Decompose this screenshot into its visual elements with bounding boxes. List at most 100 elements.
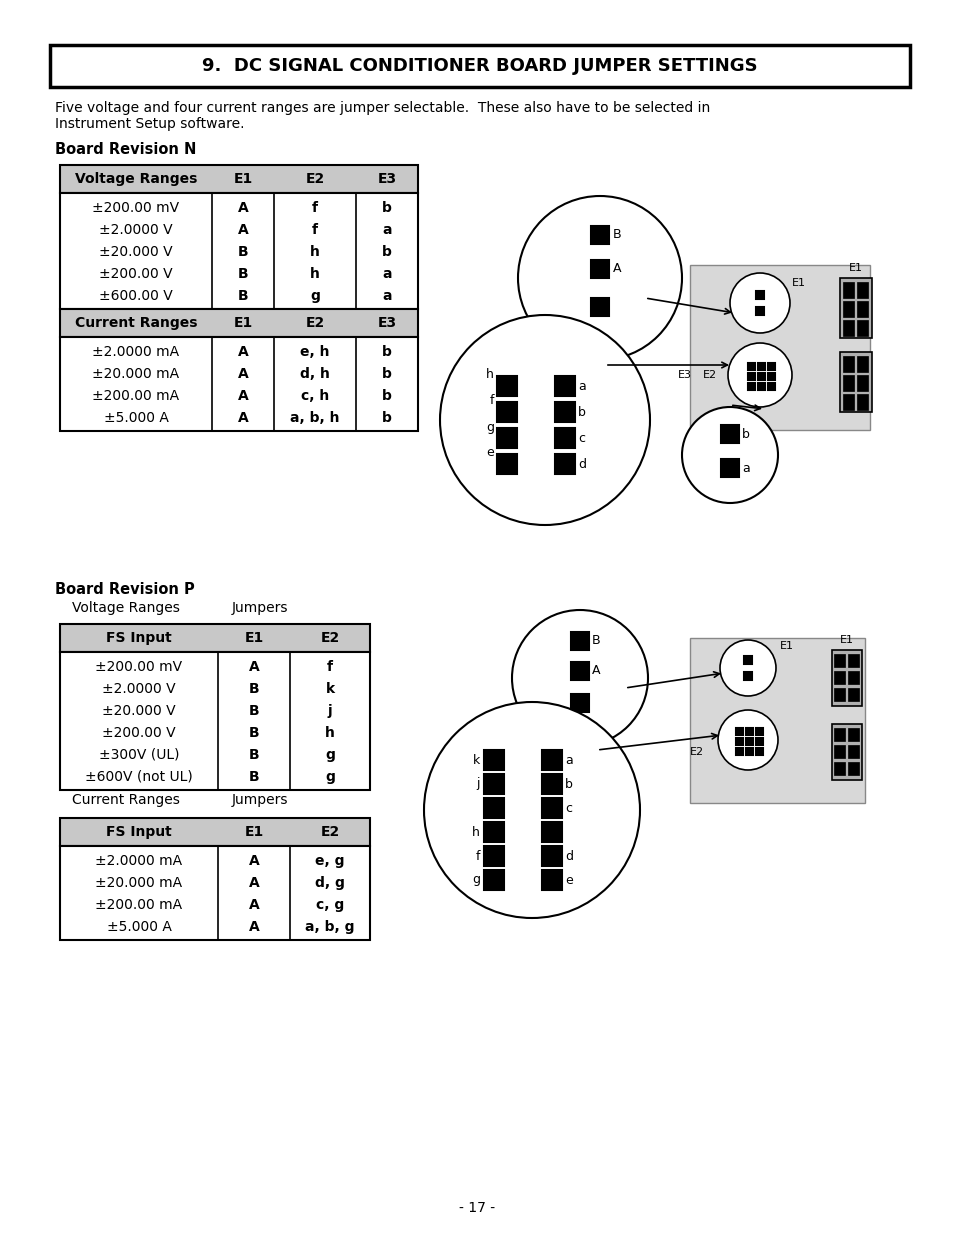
Bar [60, 193, 417, 309]
Text: A: A [237, 224, 248, 237]
Bar [497, 429, 517, 448]
Bar [847, 727, 858, 741]
Text: d: d [578, 457, 585, 471]
Bar [856, 394, 867, 410]
Bar [847, 671, 858, 684]
Bar [541, 823, 561, 842]
Text: Voltage Ranges: Voltage Ranges [74, 172, 197, 186]
Text: g: g [325, 748, 335, 762]
Text: A: A [249, 876, 259, 890]
Text: A: A [237, 201, 248, 215]
Text: b: b [381, 245, 392, 259]
Bar [483, 798, 503, 818]
Bar [833, 745, 844, 758]
Bar [755, 308, 763, 315]
Text: E3: E3 [678, 370, 691, 380]
Bar [571, 694, 588, 713]
Text: g: g [310, 289, 319, 303]
Text: a: a [741, 462, 749, 474]
Circle shape [512, 610, 647, 746]
Bar [60, 846, 370, 940]
Bar [755, 739, 762, 745]
Text: Voltage Ranges: Voltage Ranges [71, 601, 180, 615]
Text: ±20.000 V: ±20.000 V [102, 704, 175, 718]
Bar [856, 375, 867, 391]
Text: E1: E1 [244, 825, 263, 839]
Bar [847, 762, 858, 776]
Bar [60, 165, 417, 193]
Bar [833, 671, 844, 684]
Bar [497, 454, 517, 474]
Circle shape [517, 196, 681, 359]
Text: e, h: e, h [300, 345, 330, 359]
Bar [745, 739, 752, 745]
Text: B: B [249, 726, 259, 740]
Text: A: A [249, 659, 259, 674]
Text: e, g: e, g [314, 853, 344, 868]
Bar [555, 429, 575, 448]
Text: FS Input: FS Input [106, 825, 172, 839]
Text: a, b, h: a, b, h [290, 411, 339, 425]
Bar [497, 403, 517, 422]
Text: a, b, g: a, b, g [305, 920, 355, 934]
Text: d, g: d, g [314, 876, 345, 890]
Text: 9.  DC SIGNAL CONDITIONER BOARD JUMPER SETTINGS: 9. DC SIGNAL CONDITIONER BOARD JUMPER SE… [202, 57, 757, 75]
Text: E1: E1 [233, 172, 253, 186]
Text: A: A [249, 898, 259, 911]
Bar [758, 383, 764, 390]
Text: a: a [382, 289, 392, 303]
Text: ±200.00 mA: ±200.00 mA [95, 898, 182, 911]
Text: E3: E3 [377, 172, 396, 186]
Circle shape [681, 408, 778, 503]
Text: b: b [381, 367, 392, 382]
Text: E2: E2 [702, 370, 717, 380]
Bar [743, 672, 751, 680]
Text: g: g [472, 873, 479, 887]
Text: ±200.00 mV: ±200.00 mV [95, 659, 182, 674]
Bar [833, 727, 844, 741]
Text: E1: E1 [780, 641, 793, 651]
Bar [735, 748, 742, 755]
Bar [60, 818, 370, 846]
Bar [842, 320, 853, 336]
Bar [747, 363, 754, 370]
Bar [747, 373, 754, 380]
Bar [50, 44, 909, 86]
Text: ±300V (UL): ±300V (UL) [99, 748, 179, 762]
Text: c: c [578, 431, 584, 445]
Text: Current Ranges: Current Ranges [71, 793, 180, 806]
Text: b: b [564, 778, 572, 790]
Text: a: a [578, 379, 585, 393]
Bar [483, 823, 503, 842]
Text: ±20.000 mA: ±20.000 mA [92, 367, 179, 382]
Text: Board Revision N: Board Revision N [55, 142, 196, 158]
Bar [833, 655, 844, 667]
Bar [745, 727, 752, 735]
Bar [767, 383, 774, 390]
Text: A: A [249, 853, 259, 868]
Bar [60, 309, 417, 337]
Text: A: A [592, 664, 599, 678]
Bar [840, 352, 871, 412]
Bar [856, 356, 867, 372]
Circle shape [439, 315, 649, 525]
Bar [842, 394, 853, 410]
Bar [831, 650, 862, 706]
Bar [842, 375, 853, 391]
Bar [856, 320, 867, 336]
Bar [767, 363, 774, 370]
Bar [60, 624, 370, 652]
Circle shape [729, 273, 789, 333]
Text: ±2.0000 mA: ±2.0000 mA [95, 853, 182, 868]
Bar [720, 459, 739, 477]
Text: c, h: c, h [300, 389, 329, 403]
Text: E1: E1 [244, 631, 263, 645]
Circle shape [727, 343, 791, 408]
Text: b: b [381, 411, 392, 425]
Text: E2: E2 [689, 747, 703, 757]
Bar [483, 846, 503, 866]
Text: g: g [485, 420, 494, 433]
Bar [842, 282, 853, 298]
Text: f: f [327, 659, 333, 674]
Text: b: b [381, 345, 392, 359]
